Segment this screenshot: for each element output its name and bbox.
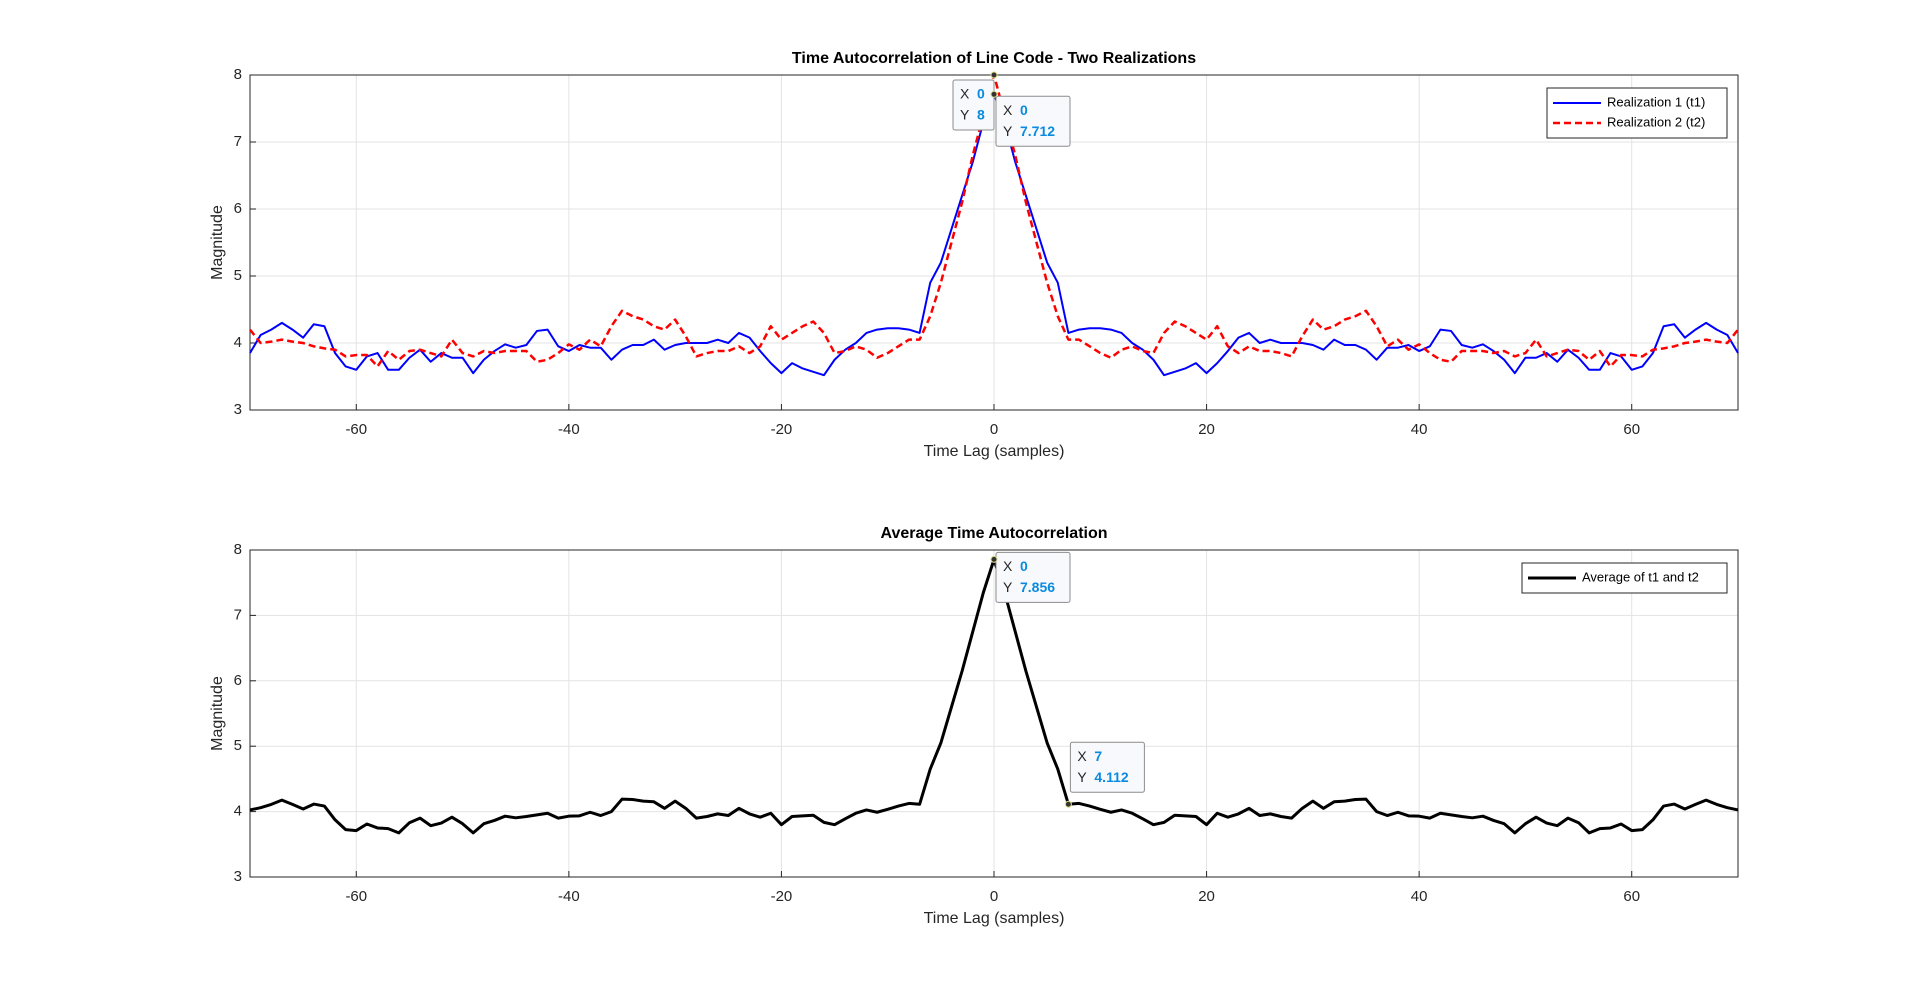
x-tick-label: 20 <box>1198 888 1215 905</box>
datatip-x-value: 0 <box>1020 558 1028 574</box>
datatip-marker <box>990 90 998 98</box>
datatip-x-value: 0 <box>977 86 985 102</box>
axes-box <box>249 549 1739 878</box>
datatip-x-value: 7 <box>1094 748 1102 764</box>
datatip-y-value: 4.112 <box>1094 769 1128 785</box>
chart-title: Time Autocorrelation of Line Code - Two … <box>792 50 1196 67</box>
datatip-y-value: 8 <box>977 107 985 123</box>
datatip-y-value: 7.856 <box>1020 579 1055 595</box>
datatip-y-label: Y <box>1003 123 1013 139</box>
legend-label: Average of t1 and t2 <box>1582 569 1699 584</box>
datatip-x-label: X <box>1003 558 1013 574</box>
y-tick-label: 3 <box>234 401 242 418</box>
datatip-x-label: X <box>960 86 970 102</box>
y-tick-label: 7 <box>234 606 242 623</box>
y-axis-label: Magnitude <box>209 676 226 751</box>
y-tick-label: 5 <box>234 267 242 284</box>
x-tick-label: 60 <box>1623 421 1640 438</box>
datatip-x-label: X <box>1077 748 1087 764</box>
y-axis-label: Magnitude <box>209 205 226 280</box>
datatip-y-label: Y <box>1003 579 1013 595</box>
y-tick-label: 3 <box>234 868 242 885</box>
chart-title: Average Time Autocorrelation <box>880 525 1107 542</box>
datatip-y-label: Y <box>1077 769 1087 785</box>
legend-label: Realization 1 (t1) <box>1607 94 1705 109</box>
x-axis-label: Time Lag (samples) <box>924 443 1065 460</box>
datatip-marker <box>1064 800 1072 808</box>
x-tick-label: 60 <box>1623 888 1640 905</box>
y-tick-label: 8 <box>234 541 242 558</box>
y-tick-label: 5 <box>234 737 242 754</box>
y-tick-label: 4 <box>234 334 242 351</box>
x-tick-label: -60 <box>345 421 367 438</box>
datatip-x-value: 0 <box>1020 102 1028 118</box>
y-tick-label: 6 <box>234 672 242 689</box>
x-axis-label: Time Lag (samples) <box>924 910 1065 927</box>
datatip-box <box>1069 741 1145 793</box>
x-tick-label: -40 <box>558 421 580 438</box>
y-tick-label: 4 <box>234 803 242 820</box>
datatip-y-label: Y <box>960 107 970 123</box>
x-tick-label: 0 <box>990 888 998 905</box>
datatip-marker <box>990 555 998 563</box>
legend-label: Realization 2 (t2) <box>1607 114 1705 129</box>
legend-box <box>1546 87 1728 139</box>
x-tick-label: 40 <box>1411 888 1428 905</box>
datatip-x-label: X <box>1003 102 1013 118</box>
datatip-box <box>995 551 1071 603</box>
x-tick-label: -20 <box>771 421 793 438</box>
x-tick-label: 0 <box>990 421 998 438</box>
y-tick-label: 7 <box>234 133 242 150</box>
x-tick-label: 20 <box>1198 421 1215 438</box>
x-tick-label: -20 <box>771 888 793 905</box>
datatip-y-value: 7.712 <box>1020 123 1055 139</box>
y-tick-label: 8 <box>234 66 242 83</box>
x-tick-label: -40 <box>558 888 580 905</box>
datatip-box <box>952 79 995 131</box>
datatip-box <box>995 95 1071 147</box>
x-tick-label: 40 <box>1411 421 1428 438</box>
datatip-marker <box>990 71 998 79</box>
x-tick-label: -60 <box>345 888 367 905</box>
y-tick-label: 6 <box>234 200 242 217</box>
